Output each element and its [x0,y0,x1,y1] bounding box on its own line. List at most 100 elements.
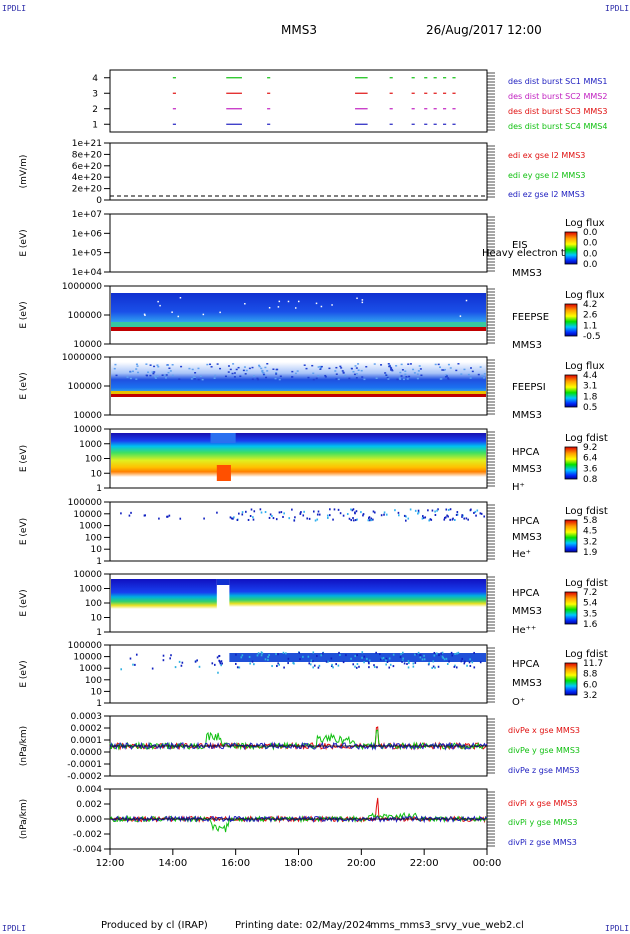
colorbar-gradient [564,662,578,696]
legend-entry: des dist burst SC3 MMS3 [508,107,607,116]
sparse-pixel [158,517,160,520]
legend-entry: divPe y gse MMS3 [508,746,580,755]
y-axis-label: E (eV) [19,445,29,472]
sparse-pixel [249,515,252,518]
instrument-label: HPCA [512,516,540,527]
sparse-pixel [179,297,182,299]
sparse-pixel [352,370,355,373]
sparse-pixel [253,663,255,666]
panel-frame-hpca_o [109,644,488,704]
sparse-pixel [348,517,351,520]
y-tick-label: 0.002 [76,800,102,810]
sparse-pixel [199,375,202,378]
sparse-pixel [408,661,410,664]
sparse-pixel [419,654,421,657]
y-tick-label: 0.000 [76,815,102,825]
sparse-pixel [332,518,334,521]
sparse-pixel [279,375,282,378]
sparse-pixel [446,514,448,517]
sparse-pixel [442,656,445,659]
sparse-pixel [241,654,244,657]
sparse-pixel [251,378,254,381]
sparse-pixel [460,660,463,663]
y-tick-label: 100 [85,676,102,686]
sparse-pixel [235,653,237,656]
colorbar-gradient [564,231,578,265]
sparse-pixel [114,363,117,366]
sparse-pixel [397,514,400,517]
sparse-pixel [431,666,434,669]
sparse-pixel [261,370,264,373]
legend-entry: des dist burst SC1 MMS1 [508,77,607,86]
sparse-pixel [245,369,248,372]
sparse-pixel [432,660,435,663]
sparse-pixel [327,516,329,519]
colorbar-tick-label: 9.2 [583,443,597,453]
sparse-pixel [381,657,383,660]
sparse-pixel [419,656,422,659]
sparse-pixel [317,375,320,377]
sparse-pixel [171,374,174,377]
sparse-pixel [275,518,278,521]
sparse-pixel [438,654,440,657]
sparse-pixel [352,517,354,520]
sparse-pixel [203,517,205,520]
y-tick-label: 1 [96,557,102,567]
sparse-pixel [372,518,374,521]
sparse-pixel [129,657,132,660]
sparse-pixel [361,299,364,301]
sparse-pixel [278,511,281,514]
sparse-pixel [441,655,444,658]
sparse-pixel [291,370,294,373]
sparse-pixel [332,666,334,669]
sparse-pixel [366,657,368,660]
colorbar-tick-label: 6.0 [583,680,598,690]
sparse-pixel [414,653,416,656]
divergence-line-y [109,811,488,833]
sparse-pixel [227,365,230,367]
sparse-pixel [211,662,214,665]
sparse-pixel [409,508,412,511]
sparse-pixel [342,371,345,374]
sparse-pixel [455,513,458,516]
sparse-pixel [237,366,240,369]
sparse-pixel [372,510,375,513]
sparse-pixel [407,660,410,663]
sparse-pixel [241,511,244,514]
y-tick-label: 10000 [73,653,102,663]
sparse-pixel [126,376,129,378]
sparse-pixel [439,378,442,380]
sparse-pixel [268,654,270,657]
sparse-pixel [453,665,456,668]
y-tick-label: 1 [92,120,98,130]
sparse-pixel [461,657,464,660]
sparse-pixel [115,374,118,377]
sparse-pixel [399,378,402,380]
instrument-label: HPCA [512,659,540,670]
sparse-pixel [454,664,456,667]
sparse-pixel [298,651,301,654]
sparse-pixel [132,663,134,666]
sparse-pixel [181,661,184,664]
sparse-pixel [465,517,468,520]
sparse-pixel [194,660,197,663]
sparse-pixel [129,377,132,380]
sparse-pixel [354,655,357,658]
sparse-pixel [392,665,395,668]
sparse-pixel [266,370,269,372]
sparse-pixel [476,509,479,512]
sparse-pixel [373,665,376,668]
sparse-pixel [169,370,172,372]
sparse-pixel [360,511,362,514]
y-axis-label: E (eV) [19,301,29,328]
sparse-pixel [469,377,472,379]
legend-entry: edi ey gse l2 MMS3 [508,171,586,180]
sparse-pixel [324,374,327,377]
y-tick-label: 10000 [73,570,102,580]
legend-entry: des dist burst SC4 MMS4 [508,122,607,131]
sparse-pixel [423,658,426,661]
instrument-label: He⁺ [512,549,531,560]
sparse-pixel [154,375,157,378]
sparse-pixel [166,515,169,518]
sparse-pixel [479,366,482,368]
